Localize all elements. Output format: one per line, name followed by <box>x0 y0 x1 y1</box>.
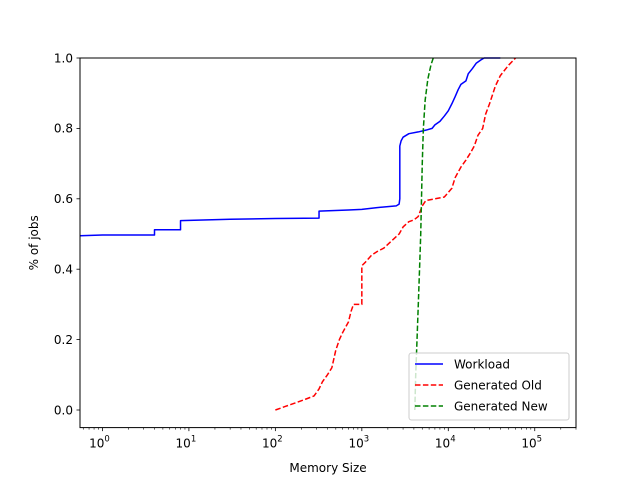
legend-label: Generated Old <box>454 379 542 393</box>
legend-label: Workload <box>454 358 510 372</box>
y-axis: 0.0 0.2 0.4 0.6 0.8 1.0 <box>54 51 80 417</box>
x-tick-label: 100 <box>89 435 110 451</box>
x-tick-label: 105 <box>521 435 542 451</box>
y-tick-label: 0.0 <box>54 403 73 417</box>
series-line-workload <box>79 57 501 237</box>
x-tick-label: 103 <box>348 435 369 451</box>
legend-label: Generated New <box>454 400 548 414</box>
y-tick-label: 0.4 <box>54 263 73 277</box>
y-tick-label: 0.6 <box>54 192 73 206</box>
legend-box <box>408 352 570 421</box>
x-tick-label: 104 <box>435 435 456 451</box>
series-line-generated-old <box>275 57 517 411</box>
y-axis-label: % of jobs <box>27 215 41 270</box>
plot-frame <box>79 57 577 429</box>
x-axis-label: Memory Size <box>289 461 366 475</box>
x-tick-label: 101 <box>176 435 197 451</box>
series-layer <box>79 57 517 411</box>
y-tick-label: 0.8 <box>54 122 73 136</box>
x-axis: 100 101 102 103 104 105 <box>82 427 577 451</box>
x-tick-label: 102 <box>262 435 283 451</box>
y-tick-label: 0.2 <box>54 333 73 347</box>
y-tick-label: 1.0 <box>54 51 73 65</box>
legend: Workload Generated Old Generated New <box>408 352 570 421</box>
